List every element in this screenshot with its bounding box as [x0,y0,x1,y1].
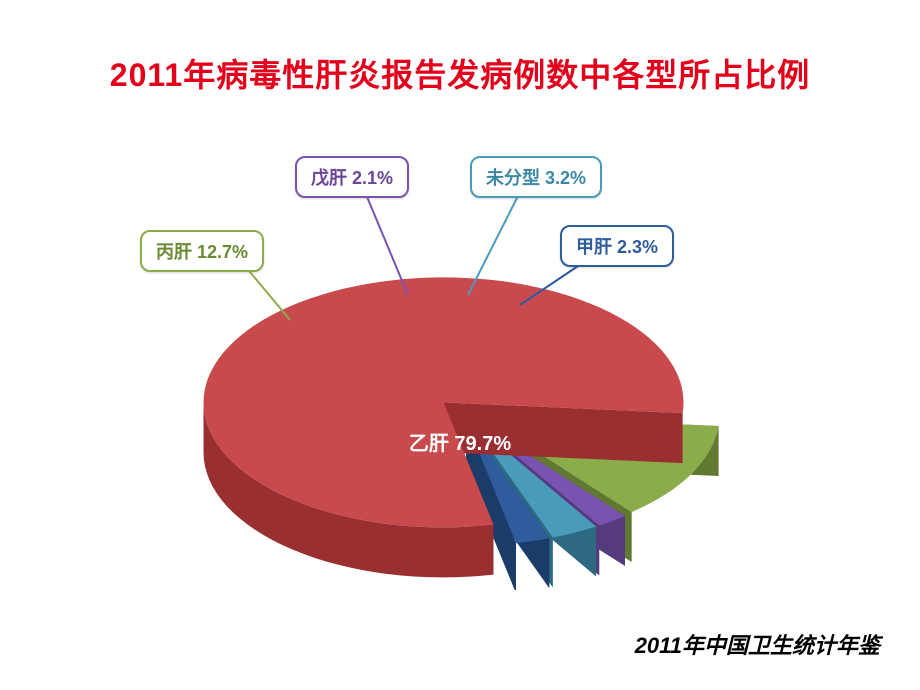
leader-unclass [468,192,520,295]
callout-jiagan: 甲肝 2.3% [560,225,674,267]
leader-wugan [365,192,408,295]
stage: 2011年病毒性肝炎报告发病例数中各型所占比例 乙肝 79.7% 丙肝 12.7… [0,0,920,690]
callout-unclass: 未分型 3.2% [470,156,602,198]
page-title: 2011年病毒性肝炎报告发病例数中各型所占比例 [0,50,920,96]
slice-label-yigan: 乙肝 79.7% [409,432,511,455]
footer-source: 2011年中国卫生统计年鉴 [635,628,880,660]
callout-binggan: 丙肝 12.7% [140,230,264,272]
callout-wugan: 戊肝 2.1% [295,156,409,198]
pie-chart: 乙肝 79.7% 丙肝 12.7%戊肝 2.1%未分型 3.2%甲肝 2.3% [170,150,750,590]
pie-svg: 乙肝 79.7% [170,150,750,590]
